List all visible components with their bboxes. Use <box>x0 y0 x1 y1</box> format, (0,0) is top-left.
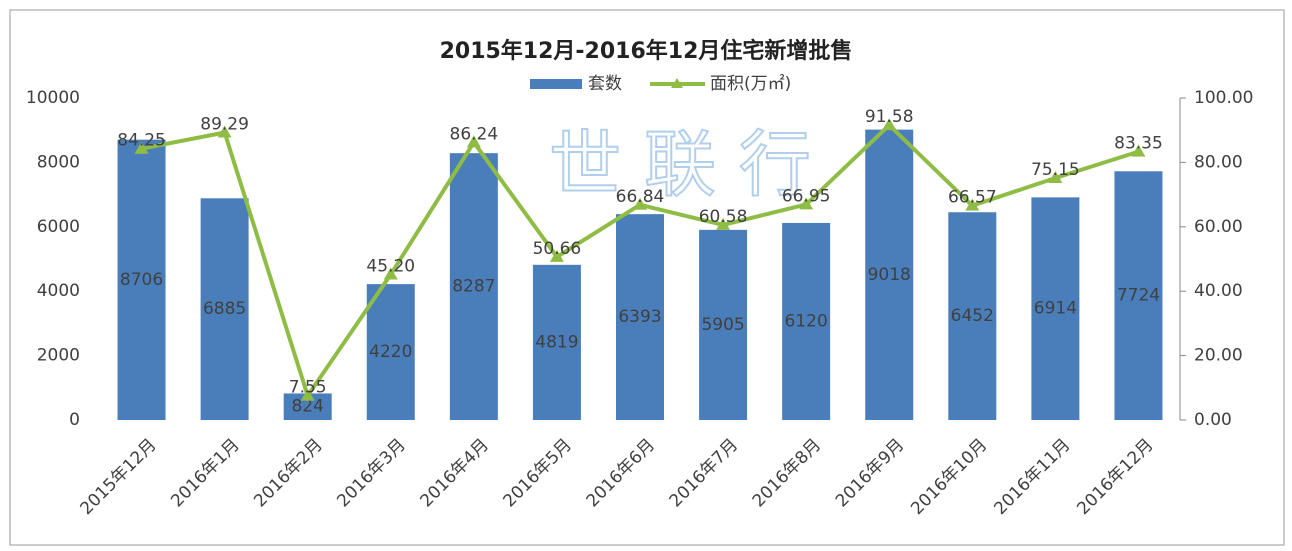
y2-tick-label: 0.00 <box>1194 410 1232 430</box>
y2-tick-label: 100.00 <box>1194 88 1253 108</box>
y-tick-label: 0 <box>69 410 80 430</box>
y-tick-label: 4000 <box>37 281 80 301</box>
line-value-label: 66.84 <box>616 187 665 207</box>
bar <box>117 139 166 420</box>
line-value-label: 89.29 <box>200 114 249 134</box>
bar <box>200 198 249 420</box>
bar-value-label: 4819 <box>535 332 578 352</box>
bar-value-label: 8706 <box>120 270 163 290</box>
line-value-label: 86.24 <box>450 124 499 144</box>
bar-value-label: 5905 <box>701 315 744 335</box>
y2-tick-label: 80.00 <box>1194 152 1243 172</box>
line-value-label: 45.20 <box>366 256 415 276</box>
line-marker <box>1131 144 1146 157</box>
line-marker <box>882 118 897 131</box>
line-value-label: 83.35 <box>1114 134 1163 154</box>
legend-label: 面积(万㎡) <box>710 74 791 94</box>
y-tick-label: 10000 <box>26 88 80 108</box>
line-marker <box>1048 171 1063 184</box>
line-marker <box>217 125 232 138</box>
line-value-label: 84.25 <box>117 131 166 151</box>
line-marker <box>799 197 814 210</box>
bar <box>1114 171 1163 420</box>
bar <box>532 264 581 420</box>
y-tick-label: 6000 <box>37 217 80 237</box>
bar-value-label: 6393 <box>618 307 661 327</box>
y2-tick-label: 40.00 <box>1194 281 1243 301</box>
y-tick-label: 2000 <box>37 346 80 366</box>
bar <box>782 222 831 420</box>
legend-label: 套数 <box>588 74 622 94</box>
bar <box>865 129 914 420</box>
bar-value-label: 824 <box>291 397 323 417</box>
line-marker <box>134 141 149 154</box>
bar-value-label: 8287 <box>452 277 495 297</box>
y2-tick-label: 20.00 <box>1194 346 1243 366</box>
bar-value-label: 7724 <box>1117 286 1160 306</box>
bar-value-label: 6914 <box>1034 299 1077 319</box>
bar-value-label: 6120 <box>785 311 828 331</box>
line-marker <box>716 217 731 230</box>
line-value-label: 50.66 <box>533 239 582 259</box>
legend-swatch <box>530 79 582 89</box>
line-value-label: 60.58 <box>699 207 748 227</box>
line-marker <box>965 198 980 211</box>
line-marker <box>300 388 315 401</box>
watermark: 世 联 行 <box>549 123 811 207</box>
bar <box>449 153 498 420</box>
line-value-label: 7.55 <box>289 378 327 398</box>
bar-value-label: 6452 <box>951 306 994 326</box>
y2-tick-label: 60.00 <box>1194 217 1243 237</box>
line-value-label: 66.95 <box>782 186 831 206</box>
legend-marker <box>671 78 683 88</box>
line-value-label: 91.58 <box>865 107 914 127</box>
line-marker <box>633 197 647 210</box>
line-marker <box>466 135 481 148</box>
line-value-label: 75.15 <box>1031 160 1080 180</box>
line-value-label: 66.57 <box>948 188 997 208</box>
bar-value-label: 6885 <box>203 299 246 319</box>
chart-title: 2015年12月-2016年12月住宅新增批售 <box>440 38 853 64</box>
bar <box>1031 197 1080 420</box>
line-marker <box>549 249 564 262</box>
line-marker <box>383 267 398 280</box>
y-tick-label: 8000 <box>37 152 80 172</box>
bar <box>948 212 997 420</box>
bar <box>616 214 664 420</box>
bar <box>366 284 415 420</box>
bar-value-label: 9018 <box>868 265 911 285</box>
bar <box>699 229 748 420</box>
bar-value-label: 4220 <box>369 342 412 362</box>
